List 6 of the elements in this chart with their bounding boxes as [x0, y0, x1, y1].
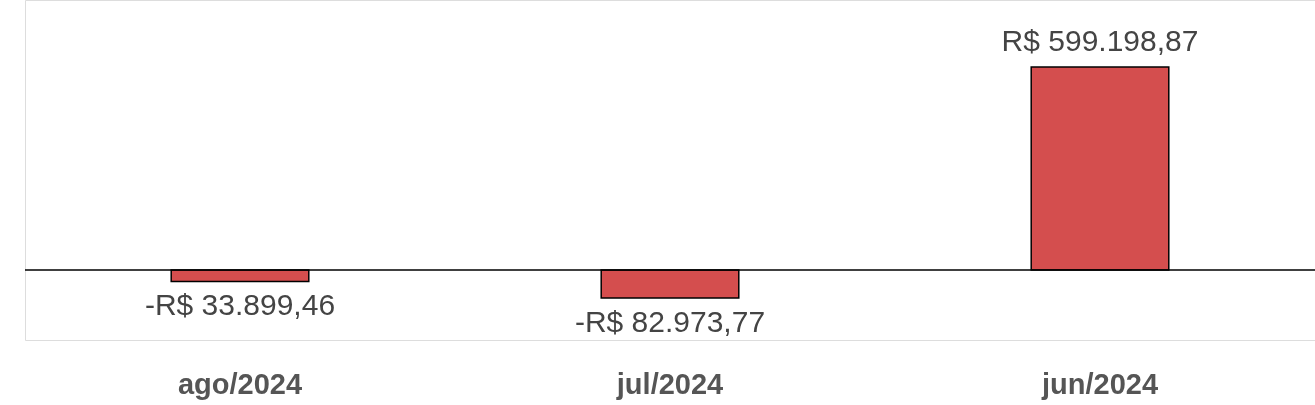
- x-tick-label: jul/2024: [615, 367, 724, 400]
- data-label: R$ 599.198,87: [1001, 23, 1199, 57]
- x-tick-label: jun/2024: [1040, 367, 1159, 400]
- x-tick-label: ago/2024: [177, 367, 303, 400]
- data-label: -R$ 82.973,77: [574, 305, 766, 339]
- data-label: -R$ 33.899,46: [144, 288, 336, 322]
